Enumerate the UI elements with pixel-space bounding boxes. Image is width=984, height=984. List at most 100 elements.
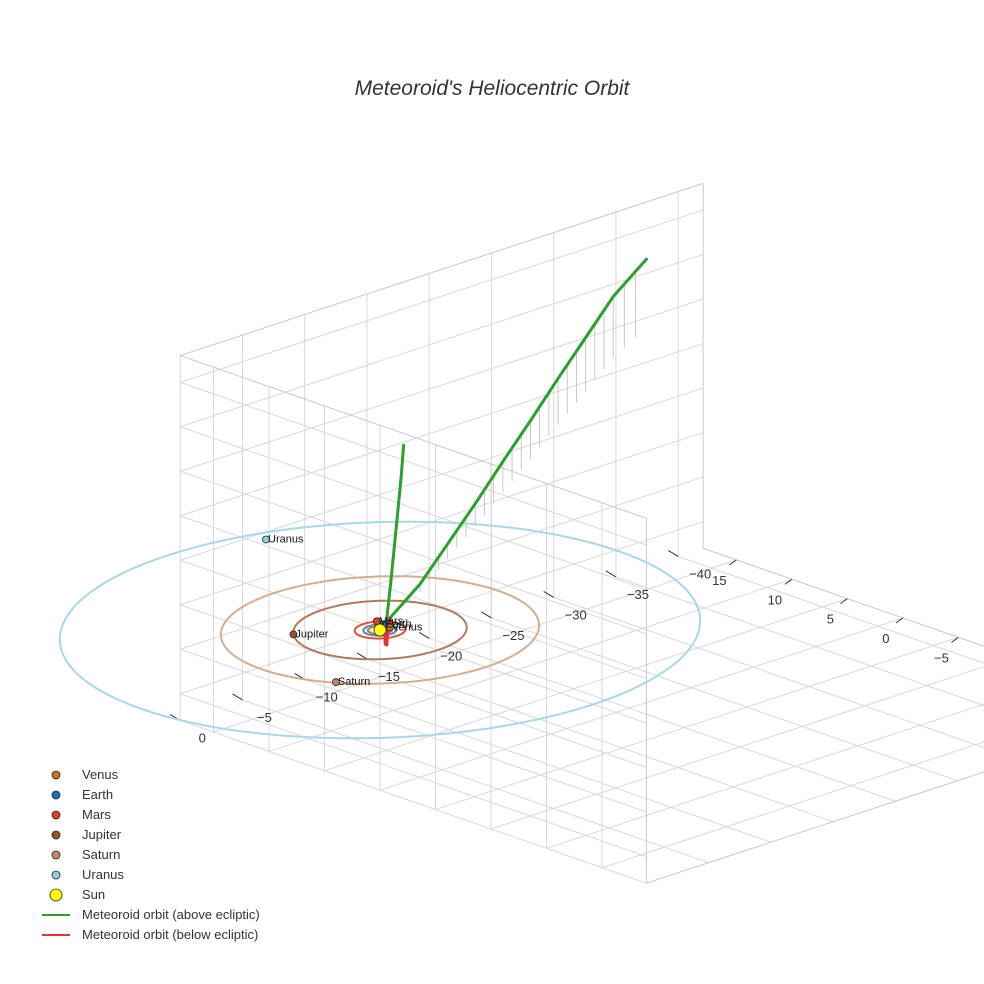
legend-label: Meteoroid orbit (above ecliptic) — [82, 907, 260, 922]
gridline-z-side — [180, 432, 704, 606]
gridline-z-side — [180, 209, 704, 383]
legend-label: Earth — [82, 787, 113, 802]
meteoroid-series — [383, 257, 648, 647]
x-tick-label: 15 — [712, 573, 726, 588]
gridline-x-floor — [490, 666, 984, 830]
legend-label: Sun — [82, 887, 105, 902]
y-tick-mark — [356, 652, 368, 660]
y-tick-label: −25 — [502, 628, 524, 643]
gridline-z-back — [180, 648, 647, 813]
y-tick-mark — [481, 611, 492, 619]
gridline-y-floor — [553, 596, 984, 749]
series-meteoroid-above-inbound — [383, 443, 406, 635]
legend-label: Meteoroid orbit (below ecliptic) — [82, 927, 258, 942]
gridline-x-floor — [213, 559, 737, 733]
legend-label: Jupiter — [82, 827, 122, 842]
axis-grid: −20−15−10−50510150−5−10−15−20−25−30−35−4… — [169, 182, 984, 884]
x-tick-mark — [840, 598, 848, 605]
legend[interactable]: Venus Earth Mars Jupiter Saturn Uranus Sun Mete… — [42, 767, 260, 942]
legend-label: Saturn — [82, 847, 120, 862]
gridline-z-back — [180, 693, 647, 857]
legend-item-mars[interactable]: Mars — [51, 807, 111, 822]
orbit-uranus — [58, 520, 702, 740]
gridline-z-back — [180, 381, 647, 546]
gridline-z-side — [180, 476, 704, 650]
x-tick-label: 5 — [827, 612, 834, 627]
gridline-y-floor — [615, 576, 984, 706]
legend-label: Venus — [82, 767, 119, 782]
label-uranus: Uranus — [268, 534, 304, 546]
legend-swatch-marker — [51, 790, 61, 800]
axis-box-edge — [646, 771, 984, 884]
x-tick-mark — [729, 559, 737, 566]
y-tick-label: −30 — [565, 607, 587, 622]
orbit-saturn — [219, 575, 541, 685]
gridline-y-floor — [491, 617, 958, 782]
legend-label: Mars — [82, 807, 111, 822]
chart-title: Meteoroid's Heliocentric Orbit — [355, 77, 631, 100]
gridline-x-floor — [379, 617, 904, 791]
gridline-z-back — [180, 426, 647, 590]
legend-item-venus[interactable]: Venus — [51, 767, 119, 782]
gridline-x-floor — [268, 578, 793, 752]
y-tick-label: −40 — [689, 566, 711, 581]
legend-item-saturn[interactable]: Saturn — [51, 847, 120, 862]
x-tick-label: 0 — [882, 631, 889, 646]
gridline-z-back — [180, 515, 647, 679]
gridline-z-side — [180, 343, 704, 517]
x-tick-label: −5 — [934, 650, 949, 665]
y-tick-mark — [667, 550, 679, 557]
marker-sun — [373, 623, 387, 637]
gridline-z-back — [180, 470, 647, 635]
gridline-z-back — [180, 559, 647, 724]
y-tick-label: −10 — [316, 689, 338, 704]
y-tick-label: −15 — [378, 669, 400, 684]
legend-swatch-marker — [51, 830, 61, 840]
y-tick-label: 0 — [199, 730, 206, 745]
legend-item-jupiter[interactable]: Jupiter — [51, 827, 122, 842]
marker-saturn — [331, 678, 340, 687]
gridline-x-floor — [601, 741, 984, 869]
label-jupiter: Jupiter — [295, 628, 328, 640]
label-venus: Venus — [392, 622, 423, 634]
x-tick-mark — [784, 578, 793, 585]
y-tick-label: −35 — [627, 587, 649, 602]
gridline-y-floor — [242, 699, 709, 864]
legend-item-meteoroid-orbit-above-ecliptic[interactable]: Meteoroid orbit (above ecliptic) — [42, 907, 260, 922]
label-earth: Earth — [385, 618, 411, 630]
marker-venus — [385, 623, 394, 632]
axis-box-edge — [702, 547, 984, 647]
gridline-y-floor — [678, 555, 984, 664]
gridline-z-side — [180, 298, 704, 472]
label-mars: Mars — [379, 615, 404, 627]
y-tick-label: −20 — [440, 648, 462, 663]
x-tick-mark — [895, 617, 904, 624]
gridline-z-back — [180, 604, 647, 768]
gridline-y-floor — [304, 678, 772, 843]
legend-swatch-marker — [51, 870, 61, 880]
legend-item-uranus[interactable]: Uranus — [51, 867, 124, 882]
gridline-z-side — [180, 254, 704, 428]
x-tick-mark — [951, 636, 959, 643]
y-tick-mark — [605, 570, 617, 578]
y-tick-label: −5 — [257, 710, 272, 725]
y-tick-mark — [418, 632, 430, 639]
legend-swatch-marker — [49, 888, 63, 902]
legend-swatch-marker — [51, 850, 61, 860]
legend-label: Uranus — [82, 867, 124, 882]
axis-box-edge — [180, 182, 704, 357]
legend-item-sun[interactable]: Sun — [49, 887, 105, 902]
legend-swatch-marker — [51, 770, 61, 780]
legend-item-earth[interactable]: Earth — [51, 787, 113, 802]
gridline-y-floor — [180, 719, 647, 884]
gridline-y-floor — [366, 658, 834, 823]
marker-uranus — [262, 535, 270, 544]
x-tick-label: 10 — [768, 592, 782, 607]
legend-item-meteoroid-orbit-below-ecliptic[interactable]: Meteoroid orbit (below ecliptic) — [42, 927, 258, 942]
label-saturn: Saturn — [338, 676, 370, 688]
axis-box-edge — [180, 355, 647, 519]
legend-swatch-marker — [51, 810, 61, 820]
y-tick-mark — [543, 591, 554, 598]
